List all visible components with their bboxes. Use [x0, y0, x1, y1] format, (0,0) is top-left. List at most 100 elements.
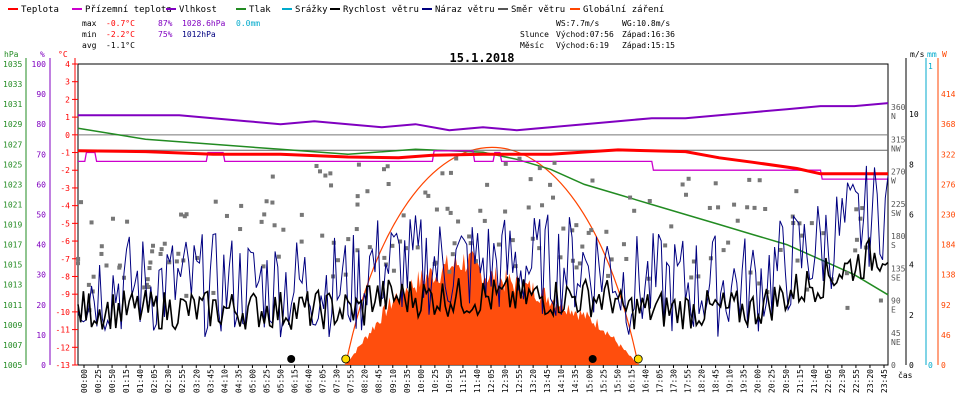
legend-item: Tlak [249, 5, 271, 15]
humidity-tick-label: 10 [36, 331, 46, 340]
wind-speed-tick-label: 0 [909, 361, 914, 370]
wind-direction-point [447, 269, 452, 274]
wind-gust-stat: WG:10.8m/s [622, 19, 670, 28]
wind-direction-point [270, 200, 275, 205]
wind-dir-tick-label: 0 [891, 361, 896, 370]
x-tick-label: 15:25 [599, 369, 608, 393]
wind-direction-point [821, 231, 826, 236]
x-tick-label: 15:00 [585, 369, 594, 393]
humidity-tick-label: 50 [36, 211, 46, 220]
wind-direction-point [211, 290, 216, 295]
wind-direction-point [540, 203, 545, 208]
humidity-tick-label: 80 [36, 120, 46, 129]
wind-direction-point [356, 162, 361, 167]
wind-direction-point [79, 200, 84, 205]
wind-direction-point [552, 160, 557, 165]
pressure-tick-label: 1007 [3, 341, 22, 350]
moon-set: Západ:15:15 [622, 41, 675, 50]
wind-dir-tick-label: 90 [891, 297, 901, 306]
x-tick-label: 15:50 [613, 369, 622, 393]
wind-direction-point [551, 195, 556, 200]
wind-direction-point [195, 255, 200, 260]
wind-direction-point [150, 249, 155, 254]
x-tick-label: 12:30 [501, 369, 510, 393]
wind-direction-point [151, 243, 156, 248]
avg-temp: -1.1°C [106, 41, 135, 50]
wind-direction-point [259, 219, 264, 224]
wind-direction-point [845, 305, 850, 310]
wind-direction-point [517, 156, 522, 161]
wind-direction-point [454, 156, 459, 161]
humidity-tick-label: 30 [36, 271, 46, 280]
pressure-tick-label: 1029 [3, 120, 22, 129]
min-temp: -2.2°C [106, 30, 135, 39]
wind-speed-stat: WS:7.7m/s [556, 19, 600, 28]
wind-direction-point [299, 239, 304, 244]
pressure-tick-label: 1027 [3, 140, 22, 149]
wind-direction-point [844, 271, 849, 276]
wind-direction-point [797, 221, 802, 226]
wind-direction-point [485, 182, 490, 187]
temperature-tick-label: -13 [56, 361, 71, 370]
temperature-line [77, 148, 888, 176]
wind-direction-point [415, 245, 420, 250]
wind-direction-point [503, 161, 508, 166]
wind-direction-point [423, 190, 428, 195]
wind-direction-point [684, 192, 689, 197]
pressure-tick-label: 1035 [3, 60, 22, 69]
wind-direction-point [335, 258, 340, 263]
wind-direction-point [716, 205, 721, 210]
wind-direction-point [537, 166, 542, 171]
wind-direction-point [632, 208, 637, 213]
x-tick-label: 22:55 [852, 369, 861, 393]
wind-dir-compass-label: S [891, 241, 896, 250]
wind-direction-point [452, 241, 457, 246]
humidity-tick-label: 60 [36, 180, 46, 189]
wind-direction-point [448, 210, 453, 215]
x-tick-label: 07:30 [333, 369, 342, 393]
radiation-tick-label: 230 [941, 211, 956, 220]
sun-rise-marker [341, 354, 351, 364]
radiation-tick-label: 368 [941, 120, 956, 129]
radiation-tick-label: 0 [941, 361, 946, 370]
x-tick-label: 00:25 [94, 369, 103, 393]
wind-direction-point [213, 199, 218, 204]
wind-direction-point [794, 189, 799, 194]
wind-direction-point [561, 226, 566, 231]
rain-tick-label: 1 [928, 62, 933, 71]
radiation-tick-label: 322 [941, 150, 956, 159]
wind-direction-point [174, 259, 179, 264]
temperature-tick-label: 4 [65, 60, 70, 69]
wind-direction-point [609, 257, 614, 262]
x-tick-label: 11:15 [459, 369, 468, 393]
wind-direction-point [628, 195, 633, 200]
x-tick-label: 19:35 [740, 369, 749, 393]
wind-direction-point [604, 229, 609, 234]
wind-direction-point [343, 272, 348, 277]
wind-direction-point [854, 207, 859, 212]
wind-direction-point [854, 237, 859, 242]
wind-dir-tick-label: 135 [891, 264, 906, 273]
temperature-tick-label: -10 [56, 308, 71, 317]
wind-direction-point [478, 208, 483, 213]
pressure-tick-label: 1017 [3, 241, 22, 250]
legend: Teplota Přízemní teplota Vlhkost Tlak Srážky… [8, 5, 664, 15]
x-tick-label: 12:55 [515, 369, 524, 393]
wind-direction-point [713, 181, 718, 186]
wind-direction-point [145, 277, 150, 282]
humidity-tick-label: 90 [36, 90, 46, 99]
wind-direction-point [238, 227, 243, 232]
wind-speed-tick-label: 10 [909, 110, 919, 119]
radiation-tick-label: 46 [941, 331, 951, 340]
wind-direction-point [391, 268, 396, 273]
temperature-tick-label: -12 [56, 343, 71, 352]
wind-direction-point [110, 216, 115, 221]
x-tick-label: 22:05 [824, 369, 833, 393]
wind-direction-point [757, 178, 762, 183]
temperature-tick-label: -2 [60, 166, 70, 175]
moon-rise-marker [287, 355, 296, 363]
x-tick-label: 22:30 [838, 369, 847, 393]
wind-direction-point [513, 264, 518, 269]
wind-direction-point [276, 254, 281, 259]
x-tick-label: 18:45 [712, 369, 721, 393]
